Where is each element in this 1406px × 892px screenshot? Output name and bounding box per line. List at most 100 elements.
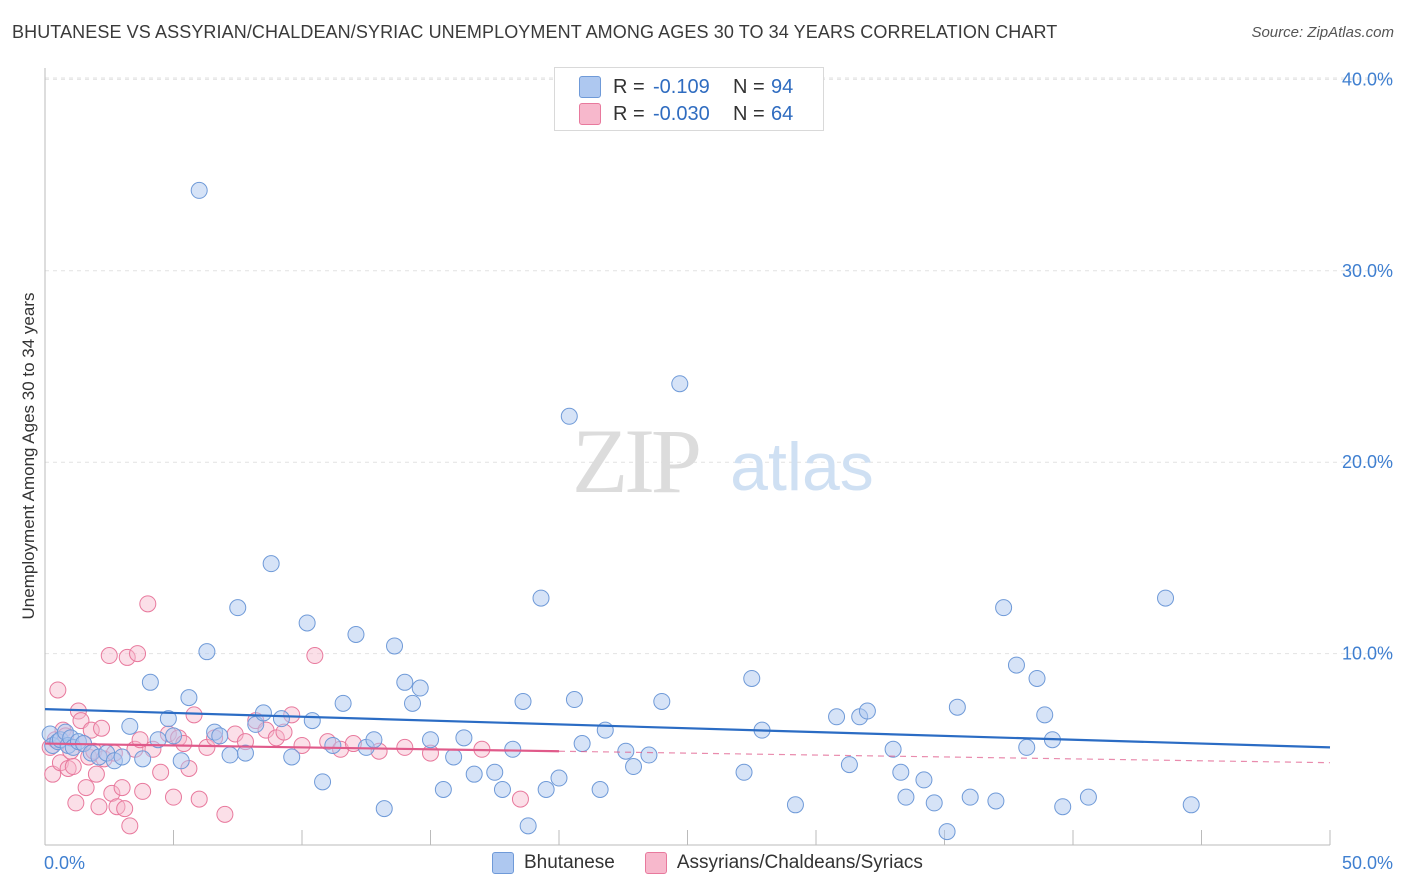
point-bhutanese xyxy=(671,375,689,393)
point-bhutanese xyxy=(591,780,609,798)
legend-r-value: -0.109 xyxy=(653,75,710,98)
point-assyrians xyxy=(165,788,182,806)
point-assyrians xyxy=(64,758,82,776)
point-bhutanese xyxy=(995,599,1013,617)
point-bhutanese xyxy=(915,771,933,789)
point-bhutanese xyxy=(159,710,177,728)
point-assyrians xyxy=(139,595,157,613)
point-bhutanese xyxy=(347,625,365,643)
y-tick-label: 30.0% xyxy=(1342,261,1393,281)
point-assyrians xyxy=(100,647,118,665)
legend-swatch-pink xyxy=(644,852,667,874)
point-bhutanese xyxy=(134,750,152,768)
y-tick-labels: 10.0% 20.0% 30.0% 40.0% xyxy=(1342,69,1393,663)
point-bhutanese xyxy=(653,692,671,710)
point-bhutanese xyxy=(514,692,532,710)
point-bhutanese xyxy=(565,691,583,709)
point-assyrians xyxy=(293,736,311,754)
point-assyrians xyxy=(152,763,170,781)
point-bhutanese xyxy=(743,669,761,687)
point-assyrians xyxy=(77,779,95,797)
point-bhutanese xyxy=(560,407,578,425)
trend-lines xyxy=(44,708,1331,764)
point-assyrians xyxy=(90,798,108,816)
legend-swatch-pink xyxy=(579,103,601,125)
point-bhutanese xyxy=(121,717,139,735)
point-bhutanese xyxy=(1028,669,1046,687)
point-bhutanese xyxy=(334,694,352,712)
point-bhutanese xyxy=(314,773,332,791)
point-bhutanese xyxy=(262,555,280,573)
point-bhutanese xyxy=(1018,738,1036,756)
point-bhutanese xyxy=(190,181,208,199)
point-bhutanese xyxy=(1157,589,1175,607)
point-assyrians xyxy=(306,647,324,665)
point-bhutanese xyxy=(365,731,383,749)
y-tick-label: 20.0% xyxy=(1342,452,1393,472)
point-bhutanese xyxy=(897,788,915,806)
watermark: ZIP atlas xyxy=(572,410,874,512)
x-tick-labels: 0.0% 50.0% xyxy=(44,853,1393,873)
point-bhutanese xyxy=(987,792,1005,810)
point-assyrians xyxy=(185,706,203,724)
point-bhutanese xyxy=(303,712,321,730)
legend-n-label: N = xyxy=(733,75,765,98)
point-assyrians xyxy=(103,784,121,802)
point-assyrians xyxy=(190,790,208,808)
legend-label-assyrians: Assyrians/Chaldeans/Syriacs xyxy=(676,852,923,873)
legend-n-label: N = xyxy=(733,102,765,125)
point-bhutanese xyxy=(455,729,473,747)
point-bhutanese xyxy=(283,748,301,766)
point-assyrians xyxy=(396,738,414,756)
point-bhutanese xyxy=(229,599,247,617)
point-bhutanese xyxy=(236,744,254,762)
point-bhutanese xyxy=(884,740,902,758)
point-assyrians xyxy=(131,731,149,749)
point-bhutanese xyxy=(828,708,846,726)
y-tick-label: 40.0% xyxy=(1342,69,1393,89)
point-bhutanese xyxy=(858,702,876,720)
point-bhutanese xyxy=(113,748,131,766)
point-bhutanese xyxy=(1036,706,1054,724)
legend-swatch-blue xyxy=(492,852,514,874)
point-bhutanese xyxy=(735,763,753,781)
x-tick-label-min: 0.0% xyxy=(44,853,85,873)
legend-row-assyrians: R = -0.030 N = 64 xyxy=(579,101,793,127)
point-assyrians xyxy=(121,817,139,835)
chart-title: BHUTANESE VS ASSYRIAN/CHALDEAN/SYRIAC UN… xyxy=(12,22,1058,42)
legend-r-label: R = xyxy=(613,75,645,98)
point-bhutanese xyxy=(948,698,966,716)
point-bhutanese xyxy=(422,731,439,749)
point-assyrians xyxy=(134,782,152,800)
y-axis-title: Unemployment Among Ages 30 to 34 years xyxy=(19,293,38,620)
point-assyrians xyxy=(67,794,85,812)
point-bhutanese xyxy=(519,817,537,835)
point-assyrians xyxy=(49,681,67,699)
point-bhutanese xyxy=(938,823,956,841)
legend-n-value: 64 xyxy=(771,102,794,125)
series-bhutanese-points xyxy=(41,181,1200,841)
trend-line-assyrians-extension xyxy=(558,750,1331,764)
point-assyrians xyxy=(511,790,529,808)
legend-label-bhutanese: Bhutanese xyxy=(524,852,615,873)
axes xyxy=(44,68,1331,846)
legend-swatch-blue xyxy=(579,76,601,98)
point-bhutanese xyxy=(221,746,239,764)
point-assyrians xyxy=(113,779,131,797)
point-bhutanese xyxy=(211,727,229,745)
point-assyrians xyxy=(129,645,147,663)
point-assyrians xyxy=(87,765,105,783)
legend-n-value: 94 xyxy=(771,75,794,98)
source-label: Source: ZipAtlas.com xyxy=(1251,24,1394,41)
trend-line-assyrians xyxy=(44,742,560,753)
point-bhutanese xyxy=(434,780,452,798)
point-bhutanese xyxy=(324,736,342,754)
series-legend: Bhutanese Assyrians/Chaldeans/Syriacs xyxy=(492,852,953,874)
point-bhutanese xyxy=(532,589,550,607)
point-bhutanese xyxy=(465,765,483,783)
point-assyrians xyxy=(93,719,111,737)
point-bhutanese xyxy=(298,614,316,632)
point-assyrians xyxy=(116,800,134,818)
point-bhutanese xyxy=(961,788,979,806)
